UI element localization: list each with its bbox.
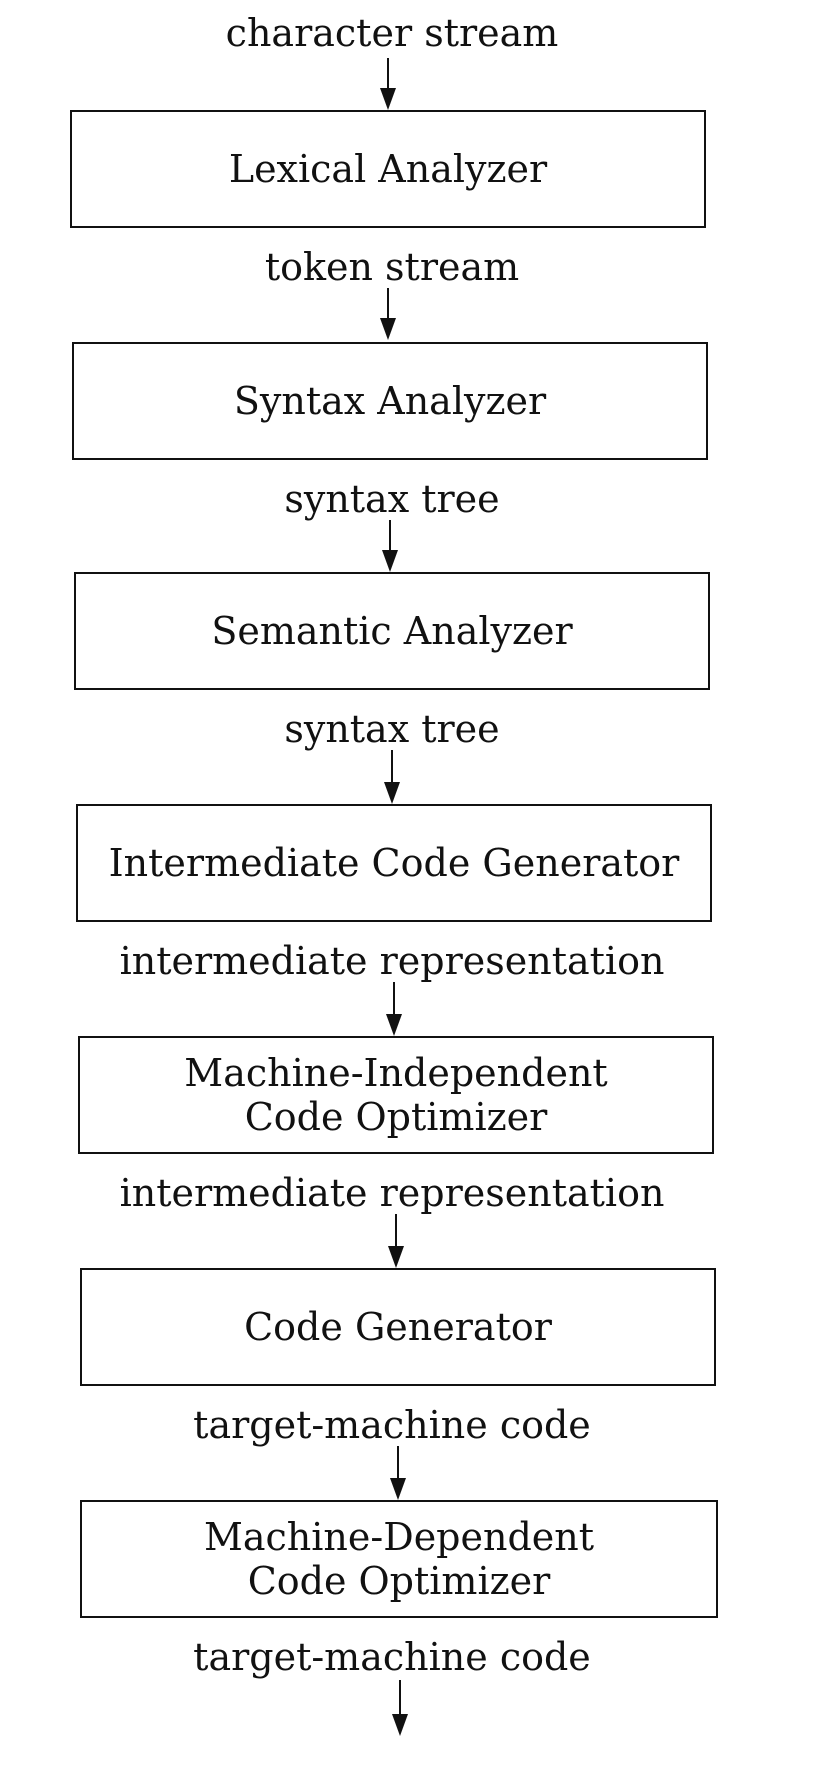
flow-label-character-stream: character stream xyxy=(225,11,559,55)
phase-label: Semantic Analyzer xyxy=(211,609,573,653)
phase-label: Code Generator xyxy=(244,1305,552,1349)
arrow-down-icon xyxy=(386,1446,410,1500)
flow-label-intermediate-representation: intermediate representation xyxy=(119,939,665,983)
flow-label-syntax-tree: syntax tree xyxy=(284,477,500,521)
phase-label: Intermediate Code Generator xyxy=(108,841,680,885)
phase-box-intermediate-code-generator: Intermediate Code Generator xyxy=(76,804,712,922)
phase-box-machine-independent-optimizer: Machine-Independent Code Optimizer xyxy=(78,1036,714,1154)
arrow-down-icon xyxy=(388,1680,412,1736)
flow-label-intermediate-representation-2: intermediate representation xyxy=(119,1171,665,1215)
arrow-down-icon xyxy=(384,1214,408,1268)
phase-box-semantic-analyzer: Semantic Analyzer xyxy=(74,572,710,690)
phase-label-line2: Code Optimizer xyxy=(244,1095,548,1139)
phase-box-code-generator: Code Generator xyxy=(80,1268,716,1386)
arrow-down-icon xyxy=(380,750,404,804)
flow-label-token-stream: token stream xyxy=(264,245,520,289)
flow-label-target-machine-code-2: target-machine code xyxy=(193,1635,591,1679)
arrow-down-icon xyxy=(376,288,400,340)
arrow-down-icon xyxy=(382,982,406,1036)
phase-label-line2: Code Optimizer xyxy=(247,1559,551,1603)
phase-box-syntax-analyzer: Syntax Analyzer xyxy=(72,342,708,460)
phase-box-machine-dependent-optimizer: Machine-Dependent Code Optimizer xyxy=(80,1500,718,1618)
phase-label-line1: Machine-Independent xyxy=(184,1051,608,1095)
phase-label-line1: Machine-Dependent xyxy=(203,1515,595,1559)
arrow-down-icon xyxy=(376,58,400,110)
flow-label-target-machine-code: target-machine code xyxy=(193,1403,591,1447)
flow-label-syntax-tree-2: syntax tree xyxy=(284,707,500,751)
phase-label: Syntax Analyzer xyxy=(233,379,547,423)
phase-label: Lexical Analyzer xyxy=(228,147,548,191)
arrow-down-icon xyxy=(378,520,402,572)
phase-box-lexical-analyzer: Lexical Analyzer xyxy=(70,110,706,228)
